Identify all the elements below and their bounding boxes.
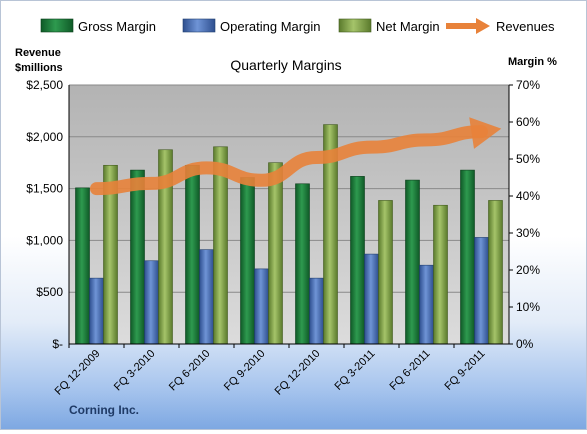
legend-swatch — [338, 18, 372, 33]
net-margin-bar — [268, 162, 283, 345]
left-tick-label: $- — [52, 337, 63, 351]
gross-margin-bar — [75, 187, 90, 345]
operating-margin-bar — [474, 237, 489, 345]
x-tick-label: FQ 6-2010 — [167, 348, 213, 394]
operating-margin-bar — [144, 260, 159, 345]
net-margin-bar — [378, 200, 393, 345]
x-tick-label: FQ 9-2011 — [443, 348, 488, 393]
left-tick-label: $2,000 — [26, 130, 63, 144]
x-tick-label: FQ 12-2010 — [273, 348, 323, 398]
legend-swatch — [40, 18, 74, 33]
right-tick-label: 50% — [516, 152, 540, 166]
left-tick-label: $500 — [36, 285, 63, 299]
gross-margin-bar — [240, 177, 255, 345]
company-label: Corning Inc. — [69, 403, 139, 417]
plot-area — [69, 84, 509, 345]
right-tick-label: 0% — [516, 337, 534, 351]
x-tick-label: FQ 6-2011 — [388, 348, 433, 393]
legend-label: Net Margin — [376, 19, 440, 34]
left-axis-label-line2: $millions — [15, 62, 63, 74]
x-tick-label: FQ 3-2011 — [333, 348, 378, 393]
net-margin-bar — [488, 200, 503, 345]
gross-margin-bar — [295, 183, 310, 345]
left-tick-label: $1,500 — [26, 182, 63, 196]
operating-margin-bar — [419, 264, 434, 345]
right-tick-label: 30% — [516, 226, 540, 240]
right-tick-label: 60% — [516, 115, 540, 129]
left-tick-label: $1,000 — [26, 233, 63, 247]
legend-label: Revenues — [496, 19, 555, 34]
operating-margin-bar — [309, 277, 324, 345]
gross-margin-bar — [130, 169, 145, 345]
legend-swatch — [182, 18, 216, 33]
left-axis-label-line1: Revenue — [15, 47, 61, 59]
gross-margin-bar — [350, 176, 365, 345]
gross-margin-bar — [460, 169, 475, 345]
right-tick-label: 70% — [516, 78, 540, 92]
operating-margin-bar — [364, 253, 379, 345]
x-tick-label: FQ 12-2009 — [53, 348, 103, 398]
revenues-line — [90, 125, 488, 196]
left-tick-label: $2,500 — [26, 78, 63, 92]
chart-title: Quarterly Margins — [230, 57, 341, 73]
right-tick-label: 40% — [516, 189, 540, 203]
revenues-arrowhead — [469, 117, 502, 149]
legend: Gross Margin Operating Margin Net Margin Re… — [40, 18, 555, 34]
legend-label: Operating Margin — [220, 19, 320, 34]
operating-margin-bar — [89, 277, 104, 345]
x-tick-label: FQ 3-2010 — [112, 348, 158, 394]
operating-margin-bar — [254, 268, 269, 345]
right-axis-label: Margin % — [508, 56, 557, 68]
legend-label: Gross Margin — [78, 19, 156, 34]
right-tick-label: 10% — [516, 300, 540, 314]
gross-margin-bar — [185, 164, 200, 345]
gross-margin-bar — [405, 179, 420, 345]
legend-arrow-revenues — [476, 18, 490, 34]
net-margin-bar — [433, 204, 448, 345]
operating-margin-bar — [199, 249, 214, 345]
x-tick-label: FQ 9-2010 — [222, 348, 268, 394]
right-tick-label: 20% — [516, 263, 540, 277]
